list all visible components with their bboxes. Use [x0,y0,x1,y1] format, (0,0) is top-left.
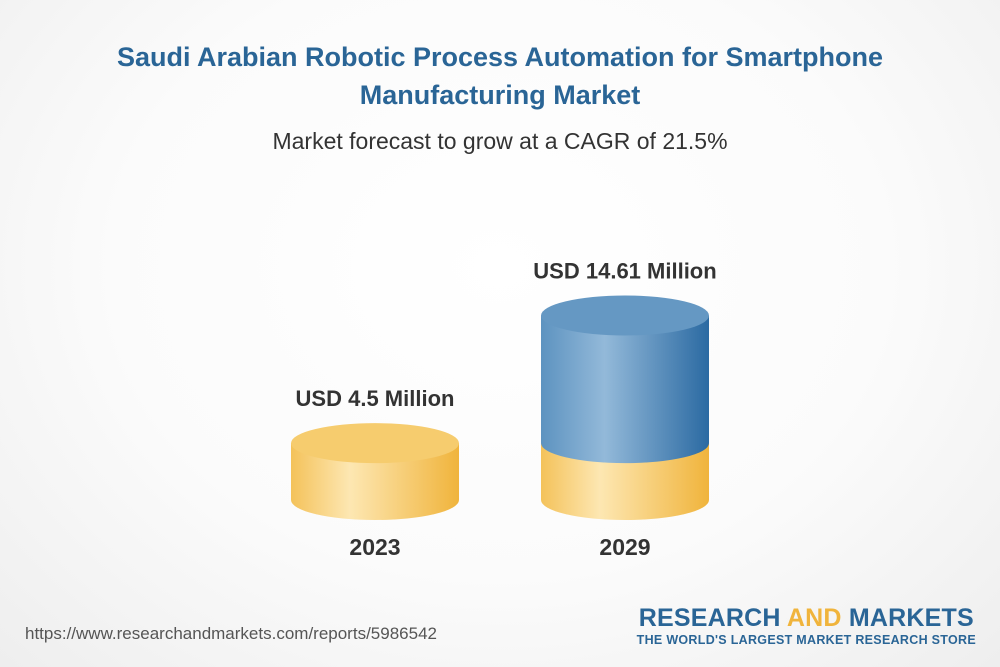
logo-wordmark: RESEARCH AND MARKETS [637,604,976,632]
cylinder-growth-segment-2029 [541,315,709,464]
chart-subtitle: Market forecast to grow at a CAGR of 21.… [272,128,728,154]
source-url[interactable]: https://www.researchandmarkets.com/repor… [25,624,437,643]
logo-word-and: AND [786,604,842,632]
logo-word-research: RESEARCH [638,604,781,632]
value-label-2029: USD 14.61 Million [533,258,716,283]
value-label-2023: USD 4.5 Million [296,386,455,411]
logo-tagline: THE WORLD'S LARGEST MARKET RESEARCH STOR… [636,633,976,647]
logo-word-markets: MARKETS [848,604,974,632]
category-label-2029: 2029 [599,534,650,560]
research-and-markets-logo[interactable]: RESEARCH AND MARKETS THE WORLD'S LARGEST… [637,604,976,648]
cylinder-base-segment-2023 [291,443,459,520]
cylinder-base-segment-2029 [541,443,709,520]
chart-title: Saudi Arabian Robotic Process Automation… [116,42,884,110]
cylinder-top-2023 [291,423,459,464]
cylinder-top-2029 [541,295,709,336]
category-label-2023: 2023 [349,534,400,560]
